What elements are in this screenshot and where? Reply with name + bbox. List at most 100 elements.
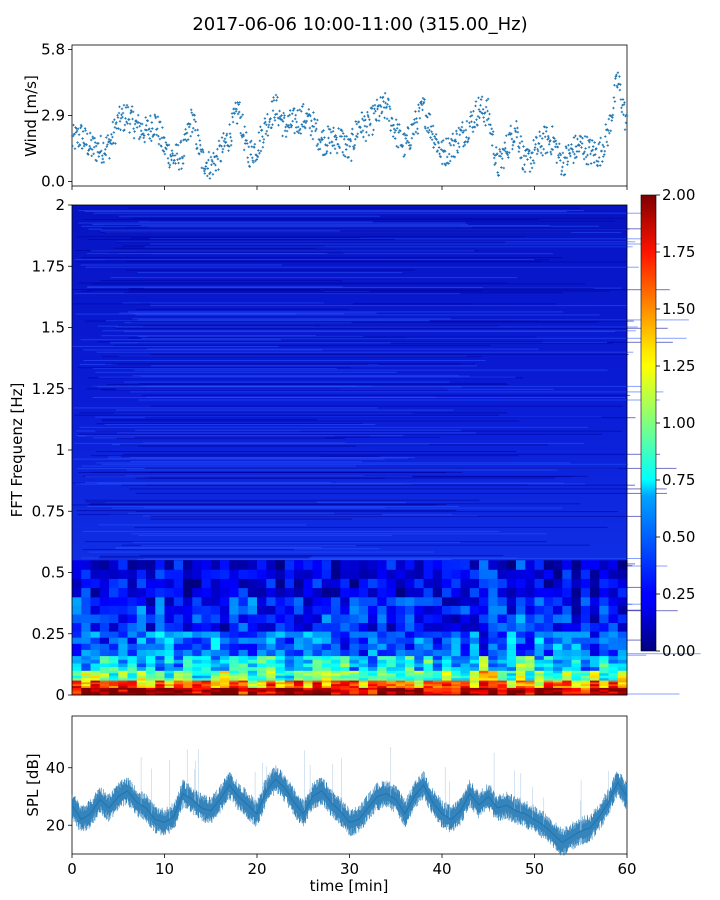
wind-point	[502, 166, 505, 170]
spectrogram-cell	[201, 578, 212, 589]
wind-point	[151, 127, 154, 130]
wind-point	[156, 127, 159, 130]
spectrogram-cell	[460, 622, 471, 632]
spectrogram-cell	[405, 587, 415, 598]
wind-point	[265, 123, 268, 126]
spectrogram-y-tick-label: 0	[55, 686, 65, 704]
spectrogram-cell	[137, 272, 403, 274]
spectrogram-cell	[395, 655, 406, 660]
spectrogram-cell	[149, 220, 615, 222]
spectrogram-cell	[479, 631, 489, 638]
spectrogram-cell	[136, 655, 147, 660]
wind-point	[222, 132, 225, 135]
wind-point	[397, 131, 400, 134]
spectrogram-cell	[247, 663, 258, 668]
spectrogram-cell	[590, 631, 600, 638]
spectrogram-cell	[442, 649, 452, 657]
wind-point	[112, 131, 116, 134]
wind-point	[211, 173, 215, 176]
spectrogram-cell	[155, 655, 165, 660]
spectrogram-cell	[164, 649, 175, 657]
spectrogram-cell	[192, 663, 202, 668]
spectrogram-cell	[137, 559, 452, 560]
spectrogram-cell	[460, 605, 471, 615]
wind-point	[103, 152, 106, 155]
spectrogram-cell	[377, 659, 387, 664]
spectrogram-cell	[173, 689, 184, 692]
wind-point	[423, 125, 427, 128]
spectrogram-cell	[183, 597, 193, 606]
spectrogram-cell	[164, 578, 175, 589]
spectrogram-cell	[238, 663, 249, 668]
spectrogram-cell	[284, 569, 295, 579]
spectrogram-cell	[497, 677, 508, 681]
spectrogram-cell	[525, 597, 535, 606]
wind-point	[554, 139, 557, 142]
spectrogram-cell	[266, 663, 276, 668]
wind-point	[144, 116, 147, 119]
spectrogram-cell	[395, 675, 406, 679]
spectrogram-cell	[423, 673, 434, 676]
spectrogram-cell	[127, 512, 335, 514]
spectrogram-cell	[136, 659, 147, 664]
spectrogram-cell	[78, 210, 584, 212]
wind-point	[383, 92, 387, 95]
wind-point	[463, 143, 467, 147]
spectrogram-cell	[275, 687, 286, 690]
spectrogram-cell	[312, 597, 323, 606]
spectrogram-cell	[192, 578, 202, 589]
spectrogram-cell	[183, 670, 193, 674]
spectrogram-cell	[469, 682, 480, 685]
spectrogram-cell	[377, 597, 387, 606]
spectrogram-cell	[173, 675, 184, 679]
spectrogram-cell	[247, 693, 258, 696]
spectrogram-cell	[127, 655, 138, 660]
spectrogram-cell	[90, 569, 101, 579]
wind-point	[125, 104, 129, 107]
spectrogram-cell	[377, 649, 387, 657]
spectrogram-cell	[146, 587, 156, 598]
spectrogram-cell	[155, 673, 165, 676]
spectrogram-cell	[608, 560, 619, 570]
spectrogram-cell	[220, 597, 230, 606]
spectrogram-cell	[303, 605, 313, 615]
wind-point	[249, 141, 252, 144]
spectrogram-cell	[358, 614, 369, 623]
spectrogram-cell	[284, 673, 295, 676]
spectrogram-cell	[303, 597, 313, 606]
spectrogram-cell	[275, 637, 286, 644]
spectrogram-cell	[81, 675, 91, 679]
spectrogram-cell	[118, 637, 128, 644]
spectrogram-cell	[138, 534, 392, 536]
spectrogram-cell	[451, 587, 461, 598]
colorbar-tick-label: 0.50	[662, 528, 695, 546]
spectrogram-cell	[608, 643, 619, 650]
spectrogram-cell	[368, 684, 378, 687]
spectrogram-cell	[534, 675, 545, 679]
spectrogram-cell	[562, 666, 572, 671]
spectrogram-cell	[155, 597, 165, 606]
spectrogram-cell	[590, 670, 600, 674]
spectrogram-cell	[405, 684, 415, 687]
wind-point	[86, 132, 89, 135]
spectrogram-cell	[590, 680, 600, 683]
spectrogram-cell	[340, 655, 350, 660]
spectrogram-cell	[84, 541, 547, 543]
wind-point	[275, 99, 278, 102]
wind-point	[328, 128, 332, 131]
wind-point	[178, 157, 182, 160]
spectrogram-cell	[98, 557, 310, 559]
spectrogram-cell	[130, 461, 362, 463]
spectrogram-cell	[90, 689, 101, 692]
wind-point	[449, 144, 452, 147]
wind-point	[304, 126, 307, 130]
wind-point	[247, 145, 250, 148]
spectrogram-cell	[275, 673, 286, 676]
spectrogram-cell	[599, 605, 609, 615]
spectrogram-cell	[386, 605, 397, 615]
wind-point	[107, 138, 111, 141]
spectrogram-cell	[220, 693, 230, 696]
spectrogram-cell	[229, 663, 239, 668]
spectrogram-cell	[423, 631, 434, 638]
spectrogram-cell	[81, 663, 91, 668]
